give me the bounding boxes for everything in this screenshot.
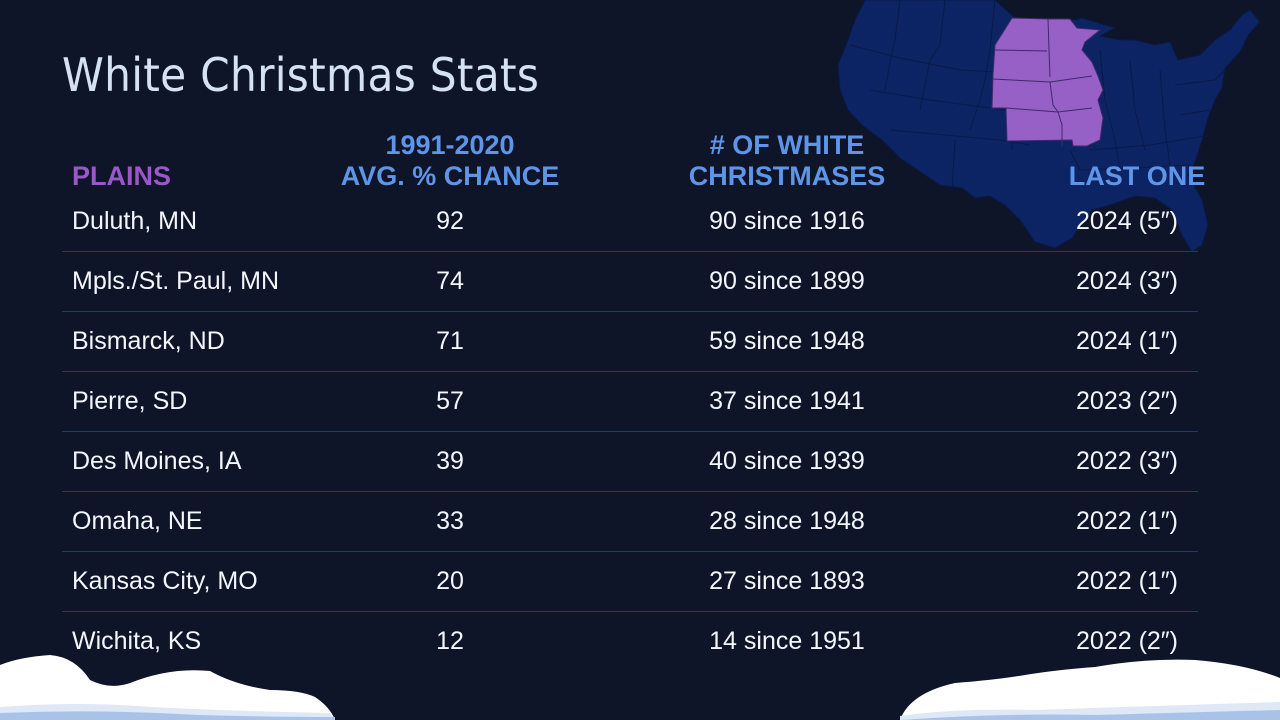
city-cell: Mpls./St. Paul, MN xyxy=(72,267,279,295)
table-row: Des Moines, IA 39 40 since 1939 2022 (3″… xyxy=(62,432,1198,492)
table-row: Mpls./St. Paul, MN 74 90 since 1899 2024… xyxy=(62,252,1198,312)
city-cell: Duluth, MN xyxy=(72,207,198,235)
table-header-row: PLAINS 1991-2020 AVG. % CHANCE # OF WHITE… xyxy=(62,128,1205,192)
count-cell: 59 since 1948 xyxy=(709,327,865,355)
header-region: PLAINS xyxy=(72,161,172,191)
last-cell: 2023 (2″) xyxy=(1076,387,1178,415)
table-row: Bismarck, ND 71 59 since 1948 2024 (1″) xyxy=(62,312,1198,372)
last-cell: 2022 (1″) xyxy=(1076,507,1178,535)
last-cell: 2024 (3″) xyxy=(1076,267,1178,295)
header-avg-chance: 1991-2020 AVG. % CHANCE xyxy=(340,130,560,191)
chance-cell: 92 xyxy=(436,207,464,235)
chance-cell: 74 xyxy=(436,267,464,295)
count-cell: 37 since 1941 xyxy=(709,387,865,415)
last-cell: 2024 (5″) xyxy=(1076,207,1178,235)
table-row: Kansas City, MO 20 27 since 1893 2022 (1… xyxy=(62,552,1198,612)
chance-cell: 57 xyxy=(436,387,464,415)
snow-drift-right xyxy=(900,659,1280,720)
city-cell: Kansas City, MO xyxy=(72,567,258,595)
city-cell: Des Moines, IA xyxy=(72,447,242,475)
last-cell: 2022 (1″) xyxy=(1076,567,1178,595)
chance-cell: 20 xyxy=(436,567,464,595)
count-cell: 40 since 1939 xyxy=(709,447,865,475)
white-christmas-table: PLAINS 1991-2020 AVG. % CHANCE # OF WHITE… xyxy=(62,128,1205,671)
header-count: # OF WHITE CHRISTMASES xyxy=(688,130,886,191)
count-cell: 27 since 1893 xyxy=(709,567,865,595)
table-row: Duluth, MN 92 90 since 1916 2024 (5″) xyxy=(62,192,1198,252)
chance-cell: 71 xyxy=(436,327,464,355)
city-cell: Wichita, KS xyxy=(72,627,202,655)
city-cell: Omaha, NE xyxy=(72,507,203,535)
table-row: Pierre, SD 57 37 since 1941 2023 (2″) xyxy=(62,372,1198,432)
us-map-graphic xyxy=(837,0,1261,253)
snow-drift-left xyxy=(0,655,335,720)
last-cell: 2024 (1″) xyxy=(1076,327,1178,355)
chance-cell: 12 xyxy=(436,627,464,655)
count-cell: 90 since 1899 xyxy=(709,267,865,295)
count-cell: 14 since 1951 xyxy=(709,627,865,655)
city-cell: Pierre, SD xyxy=(72,387,188,415)
page-title: White Christmas Stats xyxy=(62,48,540,102)
count-cell: 28 since 1948 xyxy=(709,507,865,535)
last-cell: 2022 (2″) xyxy=(1076,627,1178,655)
chance-cell: 39 xyxy=(436,447,464,475)
last-cell: 2022 (3″) xyxy=(1076,447,1178,475)
table-row: Wichita, KS 12 14 since 1951 2022 (2″) xyxy=(62,612,1198,671)
header-last-one: LAST ONE xyxy=(1068,161,1206,191)
city-cell: Bismarck, ND xyxy=(72,327,225,355)
count-cell: 90 since 1916 xyxy=(709,207,865,235)
table-row: Omaha, NE 33 28 since 1948 2022 (1″) xyxy=(62,492,1198,552)
chance-cell: 33 xyxy=(436,507,464,535)
